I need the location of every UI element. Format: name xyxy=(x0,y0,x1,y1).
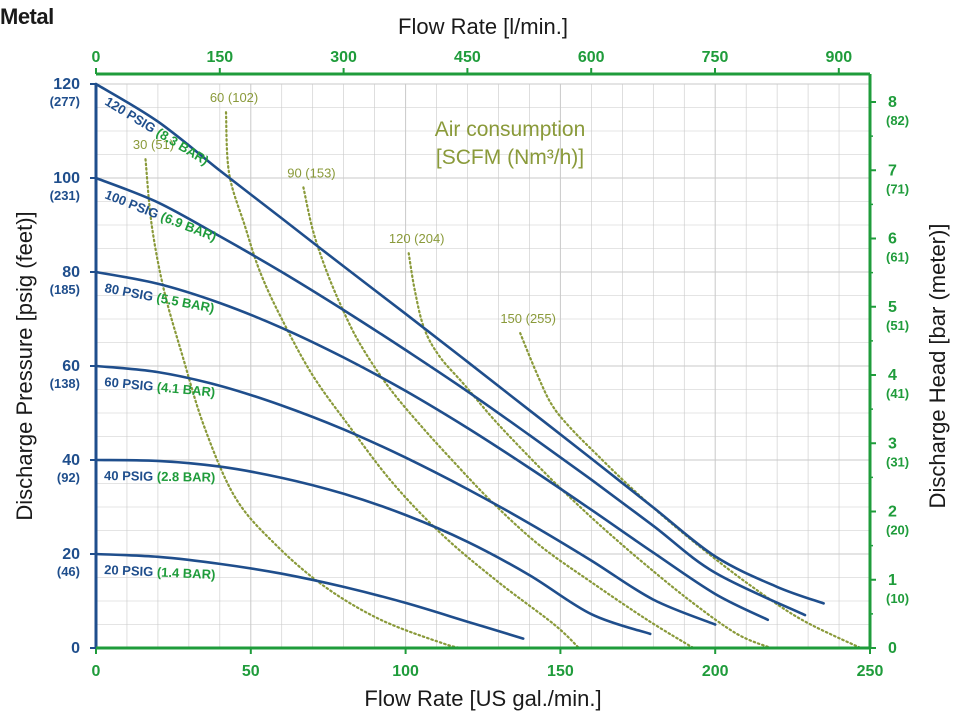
bottom-axis-title: Flow Rate [US gal./min.] xyxy=(364,686,601,711)
pressure-curve xyxy=(94,364,717,626)
right-tick-label: 7 xyxy=(888,162,897,179)
bottom-tick-label: 250 xyxy=(857,663,884,680)
pressure-curve-label-bar: (5.5 BAR) xyxy=(155,290,215,316)
bottom-tick-label: 50 xyxy=(242,663,260,680)
top-axis-title: Flow Rate [l/min.] xyxy=(398,14,568,39)
air-consumption-curve-label: 120 (204) xyxy=(389,231,445,246)
pressure-curve-label-bar: (4.1 BAR) xyxy=(156,379,216,400)
pressure-curve-label-psig: 40 PSIG xyxy=(104,468,157,484)
right-tick-sublabel: (31) xyxy=(886,454,909,469)
left-tick-label: 60 xyxy=(62,358,80,375)
right-tick-label: 2 xyxy=(888,504,897,521)
right-tick-sublabel: (10) xyxy=(886,591,909,606)
bottom-tick-label: 150 xyxy=(547,663,574,680)
left-tick-label: 40 xyxy=(62,452,80,469)
pressure-curve xyxy=(94,82,825,605)
air-consumption-curve xyxy=(224,111,581,650)
left-tick-sublabel: (138) xyxy=(50,376,80,391)
top-tick-label: 900 xyxy=(825,49,852,66)
chart-corner-title: Metal xyxy=(0,4,54,29)
right-tick-sublabel: (82) xyxy=(886,113,909,128)
left-tick-sublabel: (46) xyxy=(57,564,80,579)
left-tick-label: 80 xyxy=(62,264,80,281)
pressure-curves xyxy=(94,82,825,640)
air-consumption-curve xyxy=(144,158,463,650)
top-tick-label: 450 xyxy=(454,49,481,66)
left-tick-sublabel: (277) xyxy=(50,94,80,109)
air-consumption-curve-label: 90 (153) xyxy=(287,165,335,180)
right-tick-sublabel: (71) xyxy=(886,181,909,196)
right-tick-label: 0 xyxy=(888,640,897,657)
pressure-curve-label-bar: (2.8 BAR) xyxy=(157,469,216,485)
right-tick-label: 5 xyxy=(888,299,897,316)
top-tick-label: 0 xyxy=(92,49,101,66)
bottom-tick-label: 200 xyxy=(702,663,729,680)
right-axis-title: Discharge Head [bar (meter)] xyxy=(925,224,950,509)
pressure-curve-label-psig: 20 PSIG xyxy=(104,562,157,579)
left-tick-label: 100 xyxy=(53,170,80,187)
right-tick-label: 4 xyxy=(888,367,897,384)
right-tick-label: 6 xyxy=(888,231,897,248)
right-tick-label: 1 xyxy=(888,572,897,589)
right-tick-label: 8 xyxy=(888,94,897,111)
top-tick-label: 150 xyxy=(206,49,233,66)
pressure-curve xyxy=(94,552,525,640)
air-consumption-curve-label: 60 (102) xyxy=(210,90,258,105)
pressure-curve-label-psig: 60 PSIG xyxy=(104,374,158,394)
left-tick-label: 20 xyxy=(62,546,80,563)
pressure-curve xyxy=(94,270,770,622)
left-axis-title: Discharge Pressure [psig (feet)] xyxy=(12,211,37,520)
top-tick-label: 600 xyxy=(578,49,605,66)
air-consumption-curve xyxy=(302,186,695,650)
left-tick-sublabel: (185) xyxy=(50,282,80,297)
air-consumption-curve-label: 30 (51) xyxy=(133,137,174,152)
pressure-curve-label: 100 PSIG (6.9 BAR) xyxy=(103,187,219,244)
pressure-curve-label-psig: 80 PSIG xyxy=(103,280,158,305)
air-consumption-curve xyxy=(407,252,772,650)
right-tick-sublabel: (61) xyxy=(886,250,909,265)
pressure-curve xyxy=(94,176,807,617)
air-consumption-curves: 30 (51) 60 (102) 90 (153) 120 (204) 150 (255… xyxy=(133,90,862,650)
left-tick-label: 120 xyxy=(53,76,80,93)
bottom-tick-label: 100 xyxy=(392,663,419,680)
right-tick-label: 3 xyxy=(888,435,897,452)
right-tick-sublabel: (51) xyxy=(886,318,909,333)
top-tick-label: 750 xyxy=(702,49,729,66)
air-consumption-title: Air consumption xyxy=(435,118,586,141)
pressure-curve xyxy=(94,458,652,636)
labels-layer: 120 PSIG (8.3 BAR)100 PSIG (6.9 BAR)80 P… xyxy=(102,94,218,582)
pressure-curve-label-bar: (1.4 BAR) xyxy=(157,564,216,582)
top-tick-label: 300 xyxy=(330,49,357,66)
left-tick-sublabel: (231) xyxy=(50,188,80,203)
air-consumption-curve-label: 150 (255) xyxy=(500,311,556,326)
air-consumption-subtitle: [SCFM (Nm³/h)] xyxy=(436,146,584,169)
left-tick-sublabel: (92) xyxy=(57,470,80,485)
pressure-curve-label: 60 PSIG (4.1 BAR) xyxy=(104,374,216,400)
bottom-tick-label: 0 xyxy=(92,663,101,680)
pressure-curve-label: 20 PSIG (1.4 BAR) xyxy=(104,562,216,582)
right-tick-sublabel: (41) xyxy=(886,386,909,401)
pressure-curve-label: 40 PSIG (2.8 BAR) xyxy=(104,468,215,485)
left-tick-label: 0 xyxy=(71,640,80,657)
right-tick-sublabel: (20) xyxy=(886,523,909,538)
